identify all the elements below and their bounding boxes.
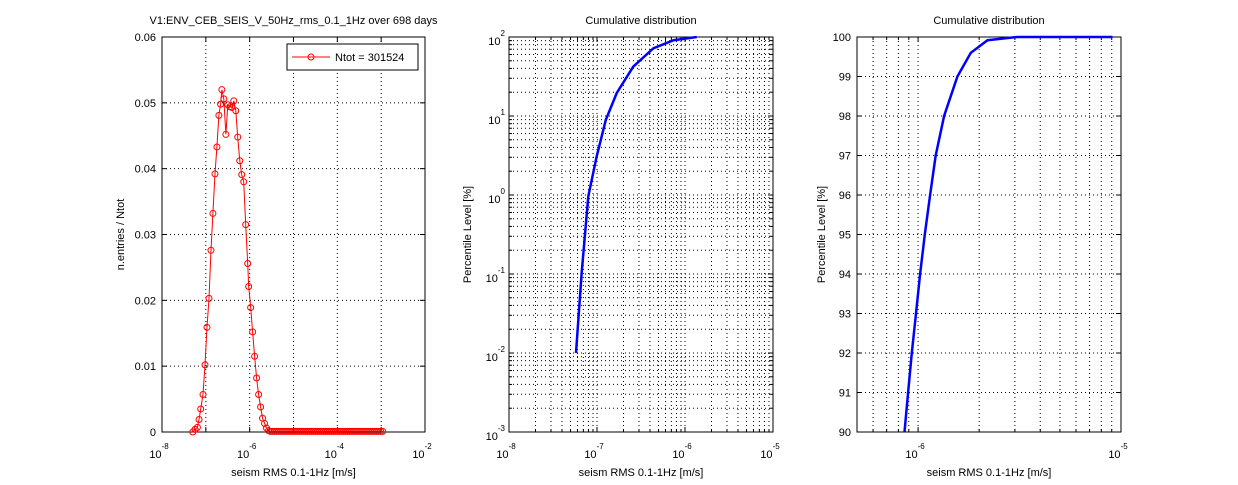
plot-area [162, 37, 425, 432]
x-tick-label: 10-6 [672, 442, 692, 461]
y-tick-label: 91 [839, 388, 851, 400]
chart-1: 10-8 10-6 10-4 10-2 0 0.01 0.02 0.03 0.04 0.05 0.0… [115, 15, 438, 479]
data-point-marker [197, 405, 205, 413]
y-tick-label: 0.02 [135, 295, 156, 307]
data-point-marker [230, 97, 238, 105]
axes-box [161, 36, 426, 433]
data-point-marker [257, 403, 265, 411]
chart-3: 10-6 10-5 90 91 92 93 94 95 96 97 98 99 100 Cumulativ… [816, 15, 1128, 479]
data-point-marker [195, 415, 203, 423]
y-tick-label: 10-1 [486, 266, 506, 285]
y-tick-label: 0.04 [135, 164, 156, 176]
x-tick-label: 10-4 [325, 442, 345, 461]
data-point-marker [255, 390, 263, 398]
y-tick-label: 100 [488, 187, 505, 206]
y-tick-label: 102 [488, 29, 505, 48]
data-point-marker [213, 143, 221, 151]
data-point-marker [234, 133, 242, 141]
x-tick-label: 10-6 [905, 442, 925, 461]
series-line [574, 35, 697, 354]
y-tick-label: 93 [839, 309, 851, 321]
y-tick-label: 10-2 [486, 345, 506, 364]
data-point-marker [247, 304, 255, 312]
x-tick-label: 10-8 [496, 442, 516, 461]
y-tick-label: 96 [839, 190, 851, 202]
legend-label: Ntot = 301524 [335, 52, 404, 64]
data-point-marker [249, 328, 257, 336]
data-point-marker [375, 427, 383, 435]
data-point-marker [245, 283, 253, 291]
data-point-marker [222, 130, 230, 138]
axes-box [856, 36, 1122, 433]
x-tick-label: 10-7 [584, 442, 604, 461]
x-tick-label: 10-5 [760, 442, 780, 461]
data-point-marker [201, 361, 209, 369]
y-tick-label: 10-3 [486, 424, 506, 443]
x-axis-label: seism RMS 0.1-1Hz [m/s] [927, 467, 1052, 479]
data-point-marker [218, 86, 226, 94]
x-tick-label: 10-6 [237, 442, 257, 461]
data-point-marker [377, 427, 385, 435]
y-tick-label: 0.06 [135, 32, 156, 44]
data-point-marker [209, 209, 217, 217]
data-point-marker [242, 221, 250, 229]
plot-area [509, 37, 773, 432]
chart-title: Cumulative distribution [933, 15, 1044, 27]
data-point-marker [238, 171, 246, 179]
axes-box [508, 36, 774, 433]
chart-2: 10-8 10-7 10-6 10-5 10-3 10-2 10-1 100 101 102 Cum… [462, 15, 780, 479]
legend: Ntot = 301524 [286, 43, 419, 71]
y-tick-label: 97 [839, 151, 851, 163]
y-tick-label: 0.03 [135, 230, 156, 242]
y-tick-label: 95 [839, 230, 851, 242]
y-tick-label: 92 [839, 348, 851, 360]
y-tick-label: 98 [839, 111, 851, 123]
y-axis-label: Percentile Level [%] [816, 186, 828, 283]
y-tick-label: 0.01 [135, 361, 156, 373]
y-axis-label: Percentile Level [%] [462, 186, 474, 283]
x-axis-label: seism RMS 0.1-1Hz [m/s] [231, 467, 356, 479]
y-tick-label: 0 [150, 427, 156, 439]
data-point-marker [232, 107, 240, 115]
data-point-marker [215, 111, 223, 119]
data-point-marker [191, 425, 199, 433]
y-tick-label: 100 [833, 32, 851, 44]
x-axis-label: seism RMS 0.1-1Hz [m/s] [579, 467, 704, 479]
data-point-marker [253, 374, 261, 382]
chart-title: Cumulative distribution [585, 15, 696, 27]
data-point-marker [244, 259, 252, 267]
chart-title: V1:ENV_CEB_SEIS_V_50Hz_rms_0.1_1Hz over … [150, 15, 438, 27]
y-tick-label: 0.05 [135, 98, 156, 110]
data-point-marker [211, 170, 219, 178]
y-tick-label: 101 [488, 108, 505, 127]
data-point-marker [236, 157, 244, 165]
data-point-marker [217, 100, 225, 108]
x-tick-label: 10-8 [149, 442, 169, 461]
y-tick-label: 94 [839, 269, 851, 281]
data-point-marker [193, 423, 201, 431]
y-tick-label: 99 [839, 72, 851, 84]
y-tick-label: 90 [839, 427, 851, 439]
x-tick-label: 10-2 [412, 442, 432, 461]
data-point-marker [251, 352, 259, 360]
data-point-marker [205, 294, 213, 302]
y-axis-label: n.entries / Ntot [115, 199, 127, 271]
data-point-marker [379, 427, 387, 435]
data-point-marker [199, 390, 207, 398]
data-point-marker [261, 419, 269, 427]
legend-marker-icon [307, 53, 315, 61]
data-point-marker [220, 95, 228, 103]
data-point-marker [240, 178, 248, 186]
series-line [903, 35, 1113, 433]
data-point-marker [203, 323, 211, 331]
data-point-marker [207, 246, 215, 254]
x-tick-label: 10-5 [1108, 442, 1128, 461]
